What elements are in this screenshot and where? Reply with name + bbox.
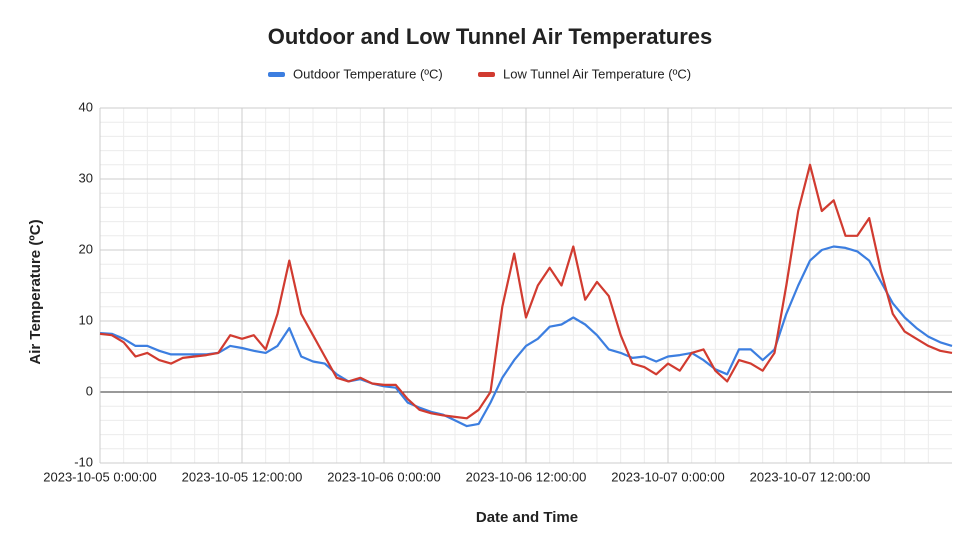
y-tick-label: 10 [79, 312, 93, 327]
y-tick-label: -10 [74, 454, 93, 469]
x-tick-label: 2023-10-06 12:00:00 [466, 469, 587, 484]
x-tick-label: 2023-10-05 0:00:00 [43, 469, 156, 484]
legend-swatch [478, 72, 495, 77]
x-tick-label: 2023-10-05 12:00:00 [182, 469, 303, 484]
y-axis-label: Air Temperature (ºC) [27, 219, 44, 364]
y-tick-label: 20 [79, 241, 93, 256]
y-tick-label: 30 [79, 170, 93, 185]
y-tick-label: 40 [79, 99, 93, 114]
x-axis-label: Date and Time [476, 509, 578, 526]
legend-swatch [268, 72, 285, 77]
line-series [99, 163, 953, 420]
chart-title: Outdoor and Low Tunnel Air Temperatures [268, 24, 713, 49]
x-tick-label: 2023-10-07 0:00:00 [611, 469, 724, 484]
x-tick-label: 2023-10-06 0:00:00 [327, 469, 440, 484]
legend-label: Low Tunnel Air Temperature (ºC) [503, 66, 691, 81]
x-tick-label: 2023-10-07 12:00:00 [750, 469, 871, 484]
legend-label: Outdoor Temperature (ºC) [293, 66, 443, 81]
y-tick-label: 0 [86, 383, 93, 398]
line-series [99, 245, 953, 428]
